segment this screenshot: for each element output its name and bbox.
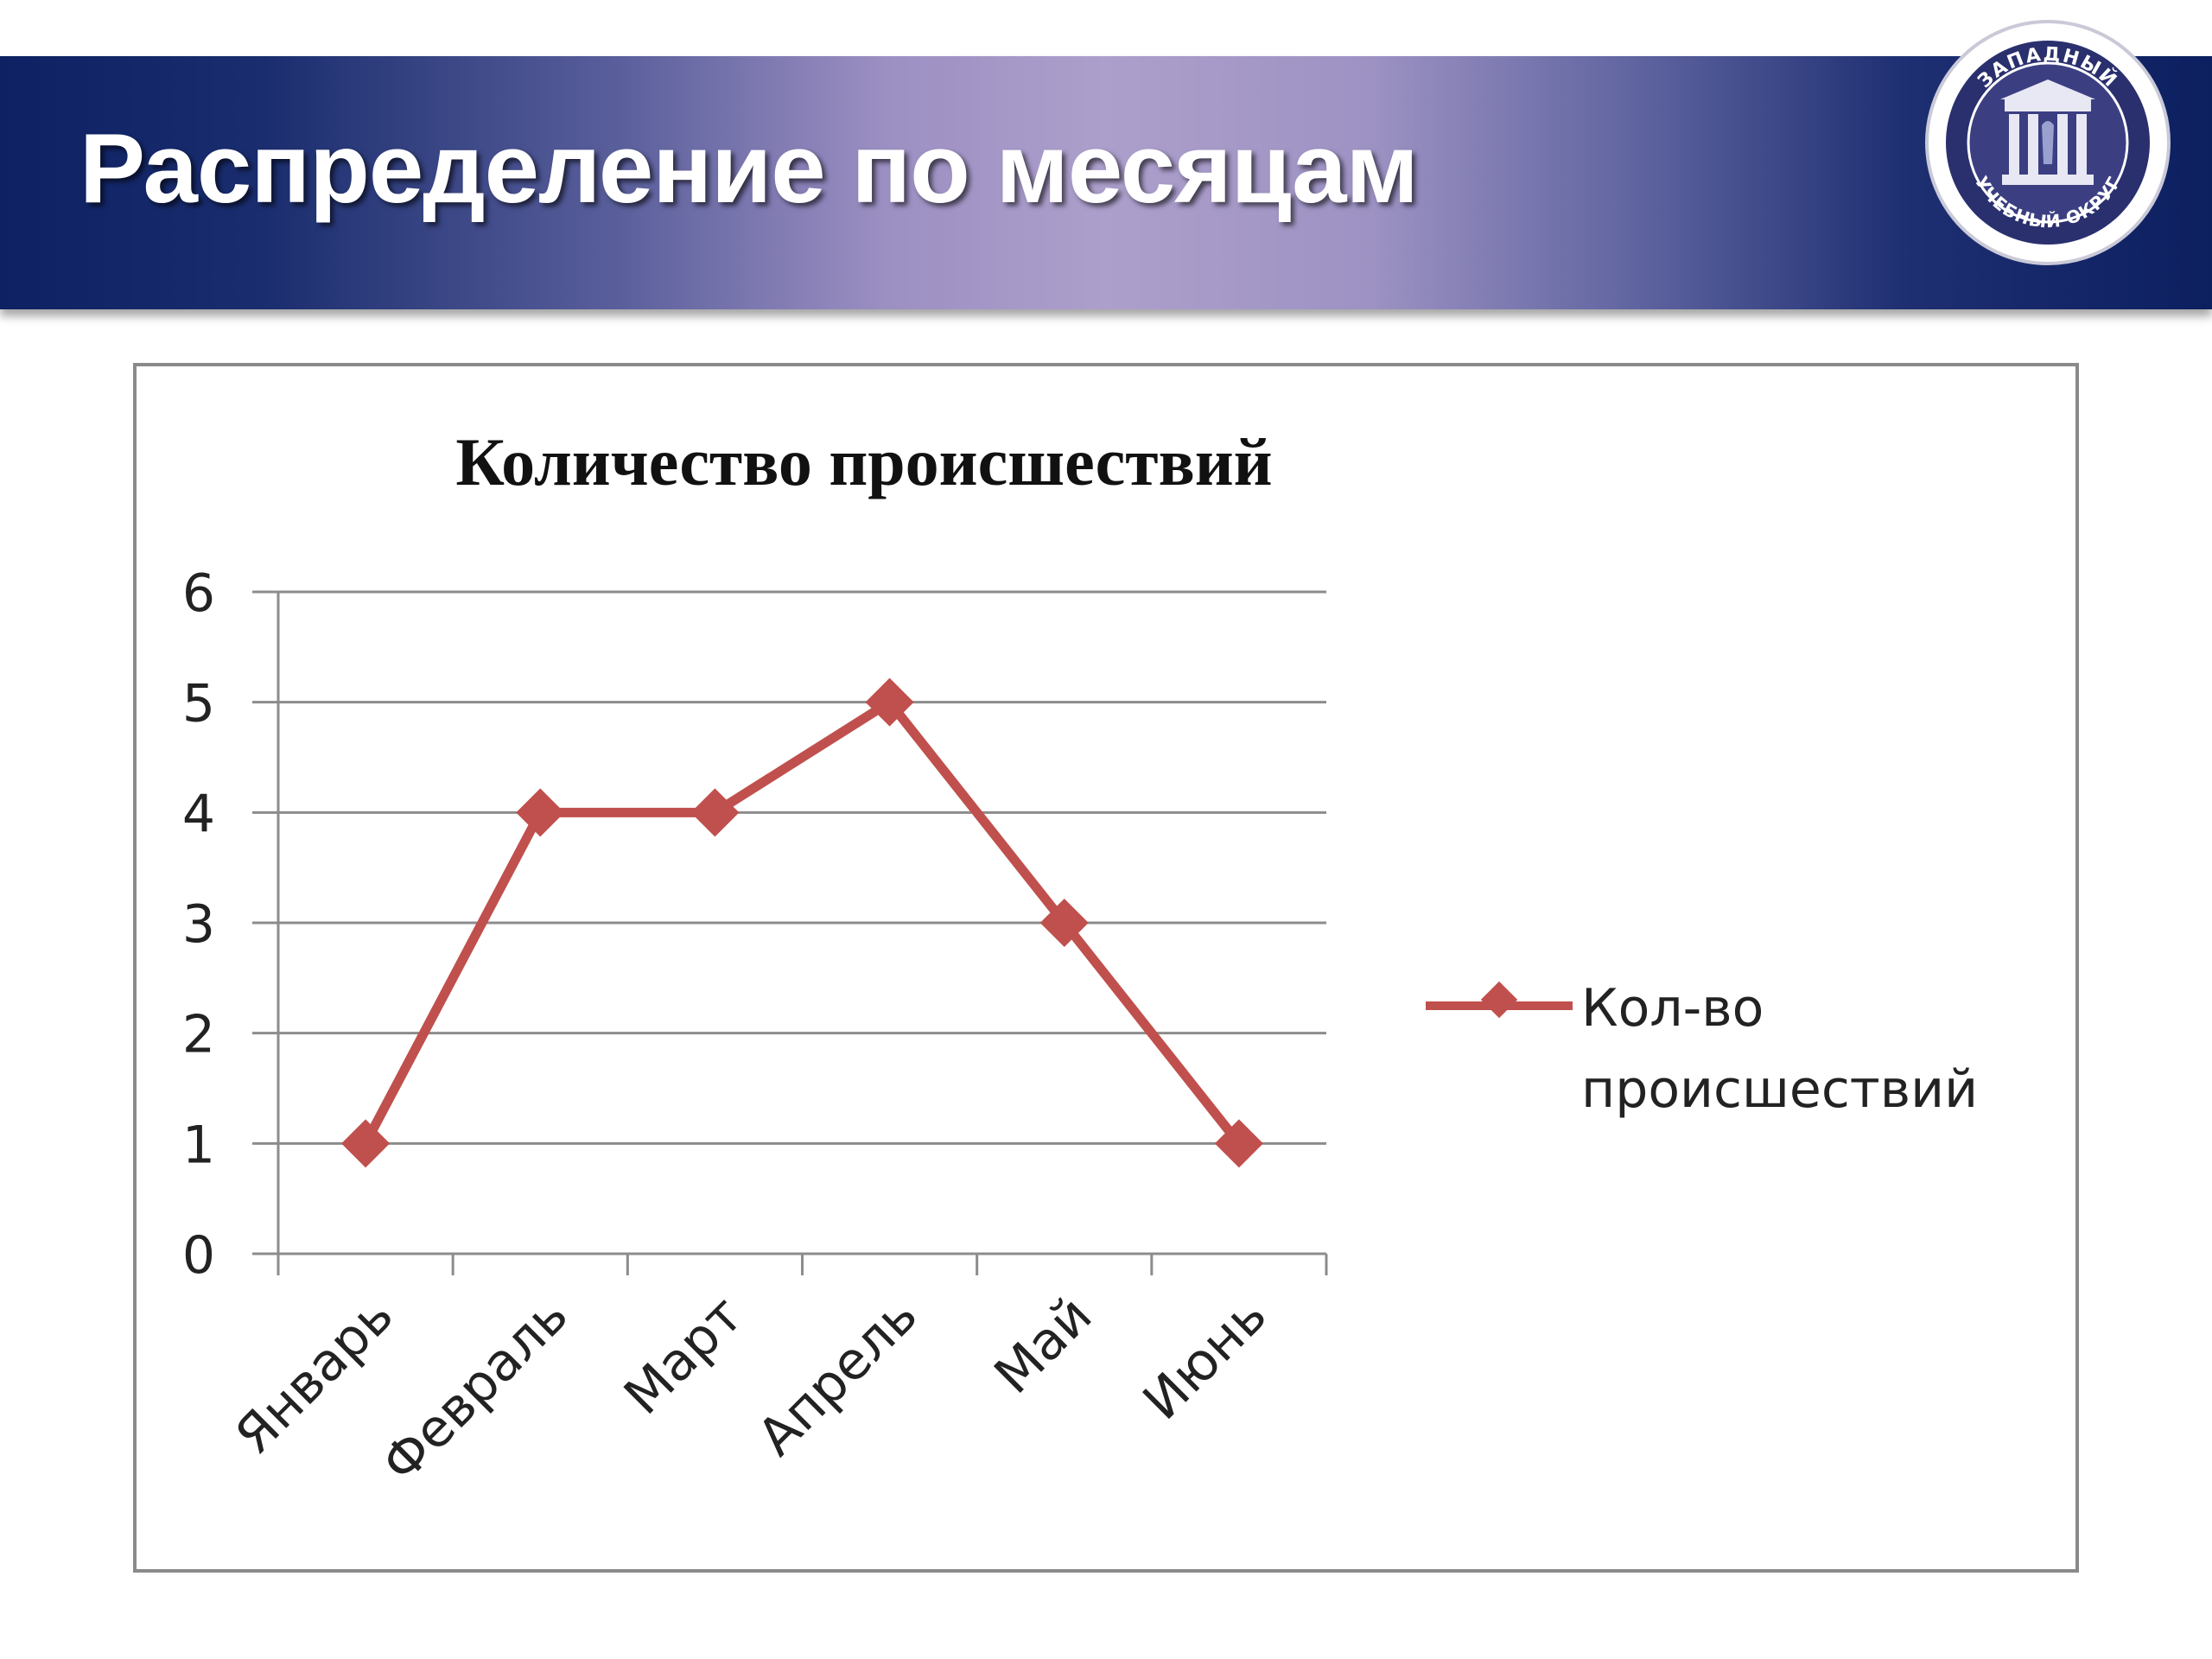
x-tick-label: Февраль <box>371 1285 580 1494</box>
page-title: Распределение по месяцам <box>79 114 1419 224</box>
x-tick-label: Июнь <box>1132 1285 1279 1432</box>
chart-title-text: Количество происшествий <box>455 424 1273 499</box>
y-tick-label: 0 <box>182 1225 215 1286</box>
x-tick-label: Апрель <box>747 1285 929 1467</box>
y-tick-label: 1 <box>182 1115 215 1175</box>
data-point <box>865 677 914 727</box>
legend-label: Кол-во происшествий <box>1581 978 1979 1120</box>
data-point <box>690 788 740 837</box>
y-tick-label: 2 <box>182 1005 215 1065</box>
y-tick-label: 6 <box>182 563 215 624</box>
x-tick-label: Январь <box>224 1285 405 1466</box>
data-point <box>516 788 565 837</box>
y-tick-label: 4 <box>182 784 215 844</box>
legend-marker <box>1426 981 1573 1019</box>
x-tick-label: Март <box>613 1285 754 1427</box>
y-tick-label: 3 <box>182 894 215 955</box>
y-tick-label: 5 <box>182 674 215 734</box>
series-line <box>361 697 1243 1147</box>
data-point <box>341 1119 391 1168</box>
x-tick-label: Май <box>983 1285 1104 1406</box>
data-point <box>1214 1119 1263 1168</box>
district-emblem-logo: ЗАПАДНЫЙ УЧЕБНЫЙ ОКРУГ <box>1925 20 2171 265</box>
header-banner <box>0 56 2212 309</box>
chart-title: Количество происшествий <box>0 423 2212 501</box>
data-point <box>1039 899 1089 947</box>
